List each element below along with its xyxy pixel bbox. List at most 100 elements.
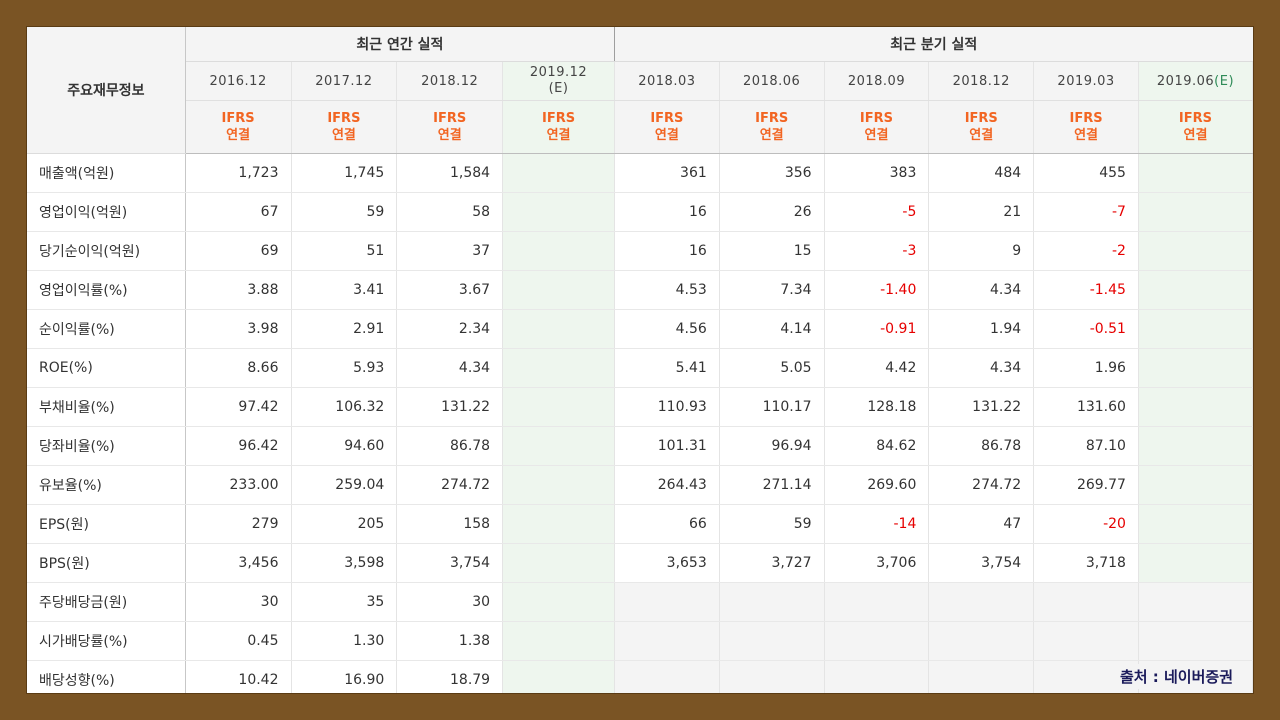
quarter-value: 269.77 <box>1033 465 1139 505</box>
table-body: 매출액(억원) 1,723 1,745 1,584 361 356 383 484 455 영업이… <box>27 153 1253 693</box>
quarter-value: 484 <box>928 153 1035 193</box>
ifrs-badge: IFRS 연결 <box>928 100 1035 154</box>
quarter-estimate-value <box>1138 387 1253 427</box>
annual-value: 1,745 <box>291 153 398 193</box>
quarter-estimate-value <box>1138 270 1253 310</box>
metric-label: 영업이익률(%) <box>27 270 186 310</box>
quarter-value: 21 <box>928 192 1035 232</box>
annual-value: 2.34 <box>396 309 504 349</box>
quarter-value <box>928 582 1035 622</box>
consolidated-label: 연결 <box>1074 128 1099 143</box>
annual-value: 0.45 <box>185 621 292 661</box>
quarter-value: 274.72 <box>928 465 1035 505</box>
quarter-value: 271.14 <box>719 465 825 505</box>
period-annual-0: 2016.12 <box>185 61 292 101</box>
annual-value: 3.41 <box>291 270 398 310</box>
annual-value: 96.42 <box>185 426 292 466</box>
source-caption: 출처 : 네이버증권 <box>1115 664 1237 689</box>
metric-label: 순이익률(%) <box>27 309 186 349</box>
metric-label: 배당성향(%) <box>27 660 186 693</box>
annual-estimate-value <box>502 465 615 505</box>
quarter-value: 110.17 <box>719 387 825 427</box>
quarter-value: 3,706 <box>824 543 930 583</box>
ifrs-label: IFRS <box>221 111 255 126</box>
annual-value: 4.34 <box>396 348 504 388</box>
annual-estimate-value <box>502 387 615 427</box>
annual-value: 2.91 <box>291 309 398 349</box>
ifrs-label: IFRS <box>327 111 361 126</box>
period-quarter-0: 2018.03 <box>613 61 720 101</box>
table-row: 시가배당률(%) 0.45 1.30 1.38 <box>27 621 1253 661</box>
ifrs-label: IFRS <box>433 111 467 126</box>
period-quarter-estimate: 2019.06(E) <box>1138 61 1253 101</box>
ifrs-badge: IFRS 연결 <box>1033 100 1139 154</box>
annual-value: 59 <box>291 192 398 232</box>
quarter-value: -0.91 <box>824 309 930 349</box>
quarter-value: 9 <box>928 231 1035 271</box>
consolidated-label: 연결 <box>864 128 889 143</box>
table-row: 당기순이익(억원) 69 51 37 16 15 -3 9 -2 <box>27 231 1253 271</box>
annual-value: 94.60 <box>291 426 398 466</box>
ifrs-badge: IFRS 연결 <box>396 100 504 154</box>
estimate-tag: (E) <box>548 81 569 96</box>
quarter-value: 96.94 <box>719 426 825 466</box>
consolidated-label: 연결 <box>654 128 679 143</box>
annual-value: 58 <box>396 192 504 232</box>
annual-value: 86.78 <box>396 426 504 466</box>
table-row: 배당성향(%) 10.42 16.90 18.79 <box>27 660 1253 693</box>
quarter-value: -3 <box>824 231 930 271</box>
annual-value: 3.98 <box>185 309 292 349</box>
annual-value: 30 <box>185 582 292 622</box>
quarter-value: 3,718 <box>1033 543 1139 583</box>
annual-value: 3.67 <box>396 270 504 310</box>
financial-table-panel: 주요재무정보 최근 연간 실적 최근 분기 실적 2016.12 2017.12 2… <box>27 27 1253 693</box>
ifrs-badge: IFRS 연결 <box>824 100 930 154</box>
quarter-value: 269.60 <box>824 465 930 505</box>
quarter-value: 3,653 <box>613 543 720 583</box>
quarter-value: 16 <box>613 231 720 271</box>
quarter-value: 59 <box>719 504 825 544</box>
period-quarter-1: 2018.06 <box>719 61 825 101</box>
quarter-estimate-value <box>1138 621 1253 661</box>
quarter-value: 264.43 <box>613 465 720 505</box>
annual-value: 8.66 <box>185 348 292 388</box>
quarter-value <box>719 660 825 693</box>
annual-value: 3.88 <box>185 270 292 310</box>
quarter-estimate-value <box>1138 348 1253 388</box>
quarter-value: 4.34 <box>928 270 1035 310</box>
annual-value: 37 <box>396 231 504 271</box>
table-row: 부채비율(%) 97.42 106.32 131.22 110.93 110.17 128.… <box>27 387 1253 427</box>
period-header-row: 2016.12 2017.12 2018.12 2019.12 (E) 2018.03 20… <box>27 61 1253 101</box>
annual-value: 205 <box>291 504 398 544</box>
annual-value: 1.38 <box>396 621 504 661</box>
annual-estimate-value <box>502 426 615 466</box>
quarter-value: 356 <box>719 153 825 193</box>
quarter-value: 110.93 <box>613 387 720 427</box>
quarter-value <box>719 582 825 622</box>
annual-estimate-value <box>502 543 615 583</box>
quarter-value <box>1033 582 1139 622</box>
annual-value: 158 <box>396 504 504 544</box>
annual-value: 106.32 <box>291 387 398 427</box>
annual-estimate-value <box>502 660 615 693</box>
quarter-value: 101.31 <box>613 426 720 466</box>
metric-label: 시가배당률(%) <box>27 621 186 661</box>
quarter-value: -2 <box>1033 231 1139 271</box>
annual-estimate-value <box>502 153 615 193</box>
quarter-value: 131.60 <box>1033 387 1139 427</box>
quarter-value: 4.34 <box>928 348 1035 388</box>
quarter-value <box>824 582 930 622</box>
ifrs-header-row: IFRS 연결 IFRS 연결 IFRS 연결 IFRS 연결 IFRS 연결 IFRS 연결 IFRS… <box>27 100 1253 154</box>
estimate-tag: (E) <box>1214 73 1235 89</box>
quarter-value: 1.94 <box>928 309 1035 349</box>
quarter-value: 87.10 <box>1033 426 1139 466</box>
table-row: 당좌비율(%) 96.42 94.60 86.78 101.31 96.94 84.62 86… <box>27 426 1253 466</box>
annual-estimate-value <box>502 582 615 622</box>
metric-label: 부채비율(%) <box>27 387 186 427</box>
period-quarter-4: 2019.03 <box>1033 61 1139 101</box>
annual-value: 3,456 <box>185 543 292 583</box>
annual-value: 30 <box>396 582 504 622</box>
metric-label: EPS(원) <box>27 504 186 544</box>
quarter-value: 86.78 <box>928 426 1035 466</box>
quarter-value: 383 <box>824 153 930 193</box>
